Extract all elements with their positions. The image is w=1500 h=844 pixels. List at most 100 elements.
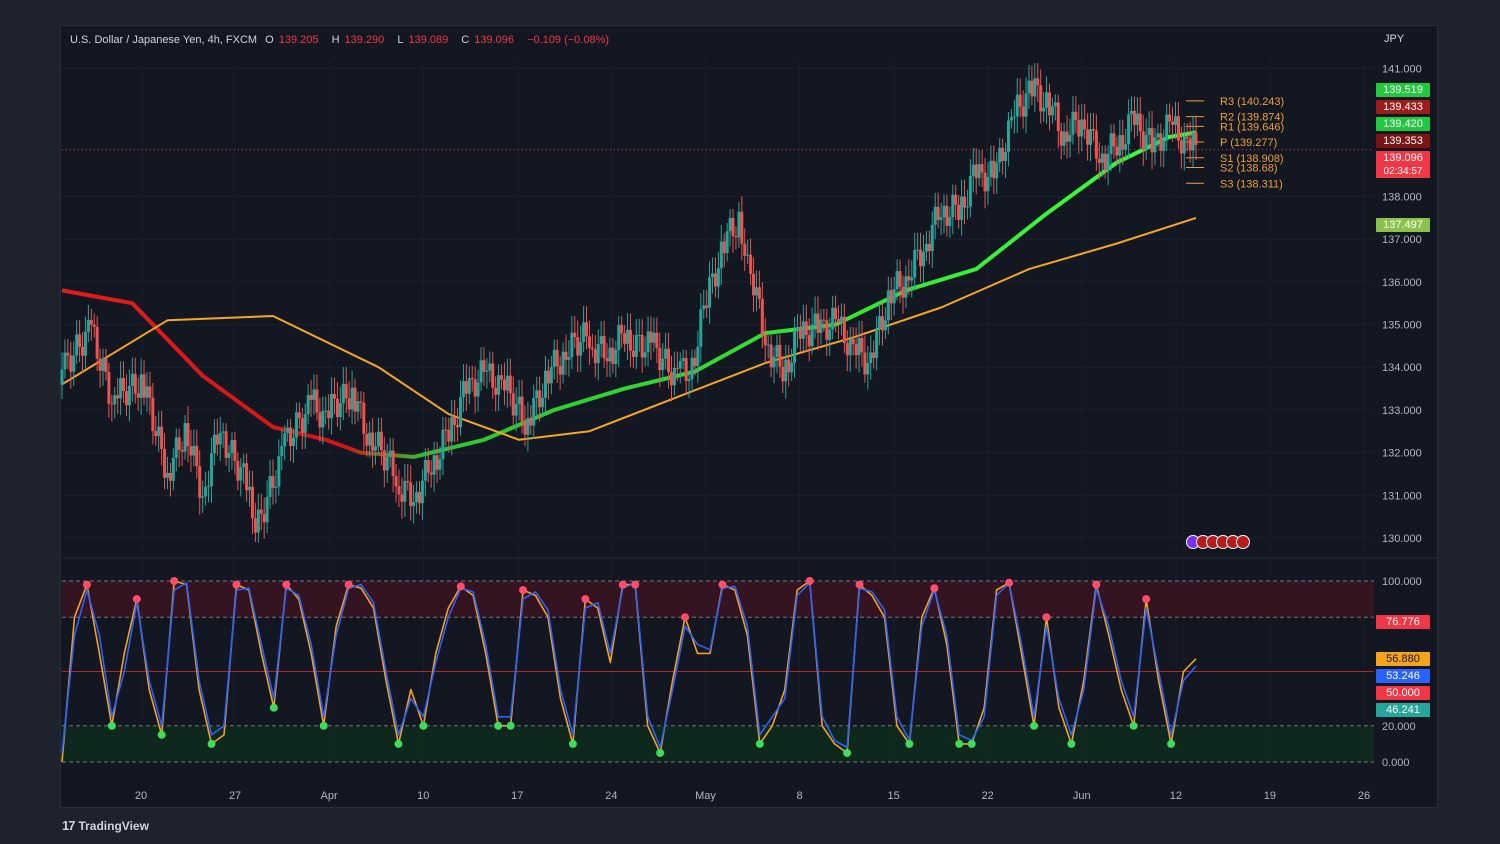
candle-body xyxy=(907,276,911,281)
candle-body xyxy=(825,320,829,340)
candle-body xyxy=(822,319,826,321)
price-tick-label: 130.000 xyxy=(1382,533,1422,545)
candle-body xyxy=(327,410,331,419)
candle-body xyxy=(344,383,348,399)
candle-body xyxy=(1179,140,1183,154)
candle-body xyxy=(479,360,483,383)
candle-body xyxy=(303,414,307,433)
candle-body xyxy=(157,426,161,437)
candle-body xyxy=(740,211,744,244)
price-badge: 139.519 xyxy=(1376,83,1430,97)
candle-body xyxy=(939,217,943,221)
candle-body xyxy=(459,397,463,428)
candle-body xyxy=(634,334,638,357)
oversold-signal-dot xyxy=(419,721,428,730)
candle-body xyxy=(1062,131,1066,146)
candle-body xyxy=(760,298,764,336)
candle-body xyxy=(113,395,117,405)
candle-body xyxy=(564,351,568,360)
time-axis[interactable]: 20 27 Apr 10 17 24 May 8 15 22 Jun 12 19 26 xyxy=(135,790,1370,802)
candle-body xyxy=(1121,135,1125,150)
candle-body xyxy=(1021,106,1025,117)
candle-body xyxy=(500,375,504,380)
candle-body xyxy=(104,358,108,373)
candle-body xyxy=(359,401,363,403)
candle-body xyxy=(423,460,427,481)
candle-body xyxy=(541,397,545,408)
overbought-signal-dot xyxy=(631,580,640,589)
candle-body xyxy=(245,463,249,491)
moving-average-line xyxy=(61,216,1197,441)
candle-body xyxy=(1077,120,1081,137)
candle-body xyxy=(596,343,600,364)
candle-body xyxy=(294,412,298,438)
candle-body xyxy=(306,395,310,415)
candle-body xyxy=(860,337,864,353)
overbought-signal-dot xyxy=(618,580,627,589)
oversold-signal-dot xyxy=(157,730,166,739)
candle-body xyxy=(1006,120,1010,152)
candle-body xyxy=(400,494,404,502)
candle-body xyxy=(160,426,164,449)
candle-body xyxy=(968,175,972,207)
candle-body xyxy=(514,404,518,416)
economic-events[interactable] xyxy=(1186,535,1250,549)
tradingview-logo[interactable]: 17 TradingView xyxy=(62,818,149,833)
candle-body xyxy=(728,217,732,232)
candle-body xyxy=(139,374,143,398)
candle-body xyxy=(681,357,685,362)
candle-body xyxy=(734,235,738,238)
candle-body xyxy=(92,324,96,327)
oversold-signal-dot xyxy=(506,721,515,730)
currency-label[interactable]: JPY xyxy=(1384,33,1405,45)
candle-body xyxy=(86,319,90,332)
candle-body xyxy=(95,326,99,359)
candle-body xyxy=(110,403,114,405)
candle-body xyxy=(1165,114,1169,140)
candle-body xyxy=(667,348,671,373)
candle-body xyxy=(834,307,838,320)
candle-body xyxy=(573,332,577,338)
candle-body xyxy=(236,460,240,481)
candle-body xyxy=(1050,106,1054,116)
candle-body xyxy=(376,431,380,447)
event-jp-flag-icon[interactable] xyxy=(1236,535,1250,549)
candle-body xyxy=(664,348,668,359)
price-tick-label: 138.000 xyxy=(1382,192,1422,204)
candle-body xyxy=(289,427,293,446)
candle-body xyxy=(1045,92,1049,108)
tradingview-logo-text: TradingView xyxy=(78,818,149,833)
candle-body xyxy=(488,363,492,371)
candle-body xyxy=(620,325,624,334)
candle-body xyxy=(494,387,498,395)
candle-body xyxy=(1001,147,1005,162)
overbought-signal-dot xyxy=(1042,613,1051,622)
candle-body xyxy=(1059,130,1063,146)
overbought-signal-dot xyxy=(930,584,939,593)
candle-body xyxy=(151,397,155,432)
candle-body xyxy=(857,337,861,356)
candle-body xyxy=(816,313,820,333)
price-axis[interactable]: 141.000 138.000 137.000 136.000 135.000 134.0… xyxy=(1382,64,1422,769)
candle-body xyxy=(602,336,606,359)
oscillator-badge: 53.246 xyxy=(1376,669,1430,683)
candle-body xyxy=(122,378,126,391)
candle-body xyxy=(1127,114,1131,145)
candle-body xyxy=(989,160,993,177)
pivot-label: S2 (138.68) xyxy=(1220,163,1277,175)
price-tick-label: 131.000 xyxy=(1382,490,1422,502)
candle-body xyxy=(218,432,222,445)
candle-body xyxy=(576,337,580,356)
candle-body xyxy=(63,352,67,370)
candle-body xyxy=(1150,127,1154,153)
candle-body xyxy=(250,486,254,519)
candle-body xyxy=(526,418,530,435)
candle-body xyxy=(1112,133,1116,147)
candle-body xyxy=(438,459,442,470)
candle-body xyxy=(482,360,486,372)
candle-body xyxy=(678,361,682,369)
oversold-signal-dot xyxy=(269,703,278,712)
candle-body xyxy=(593,349,597,364)
candle-body xyxy=(365,433,369,446)
